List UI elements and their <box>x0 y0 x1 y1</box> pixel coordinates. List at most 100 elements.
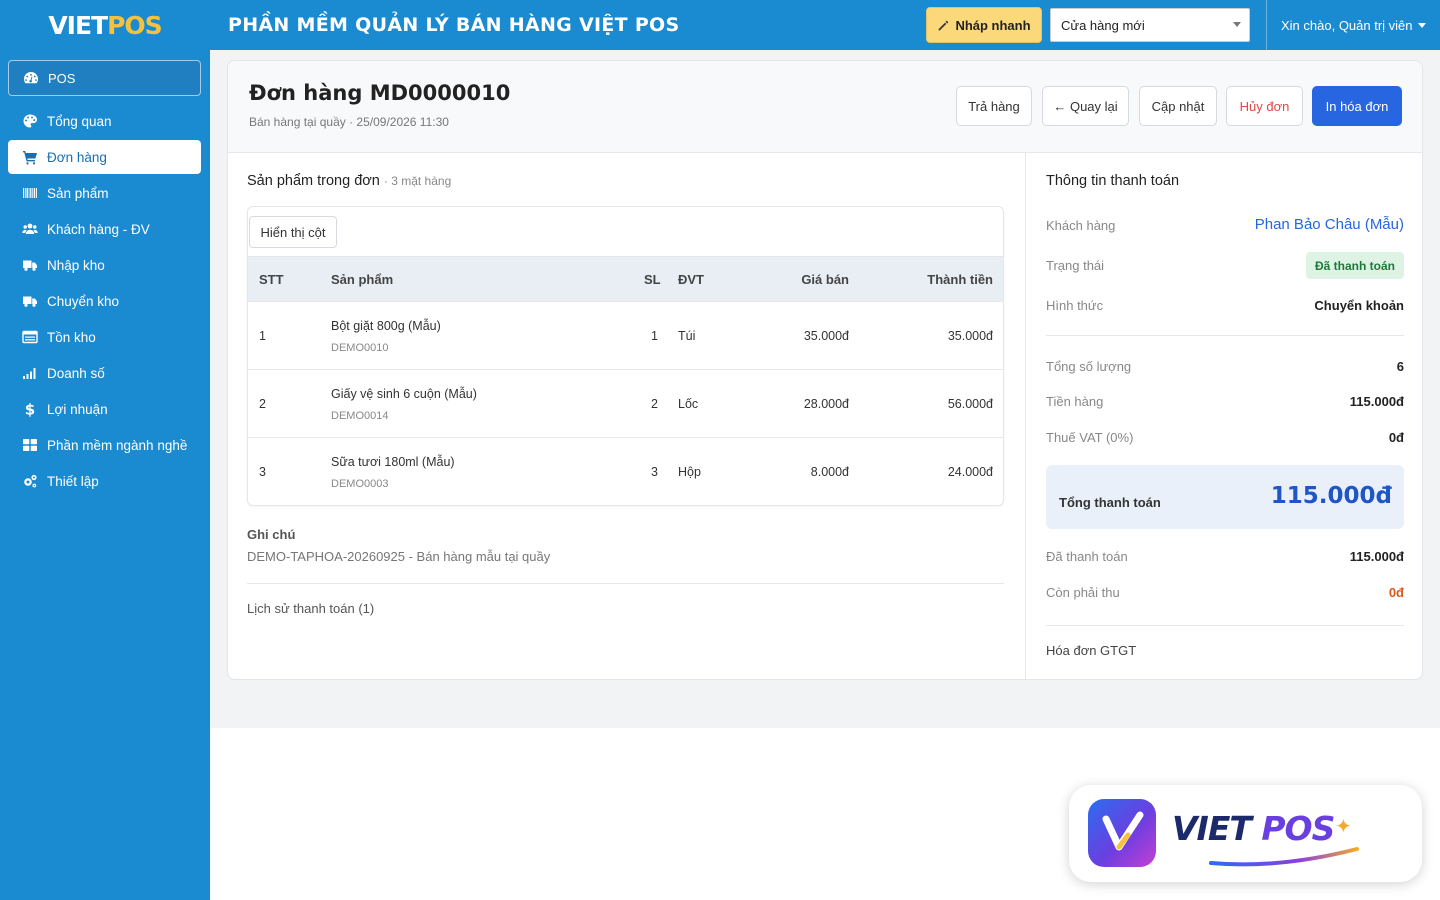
sidebar-item-stock-in[interactable]: Nhập kho <box>8 248 201 282</box>
grand-total-box: Tổng thanh toán 115.000đ <box>1046 465 1404 529</box>
page-title: Đơn hàng MD0000010 <box>249 81 511 105</box>
quick-draft-button[interactable]: Nháp nhanh <box>926 7 1042 43</box>
row-stt: 2 <box>259 397 266 411</box>
products-section: Sản phẩm trong đơn · 3 mặt hàng Hiển thị… <box>228 153 1025 679</box>
status-badge: Đã thanh toán <box>1306 252 1404 279</box>
svg-text:$: $ <box>25 401 35 417</box>
sidebar-item-products[interactable]: Sản phẩm <box>8 176 201 210</box>
vietpos-logo-icon <box>1088 799 1156 867</box>
cancel-order-button[interactable]: Hủy đơn <box>1226 86 1303 126</box>
method-label: Hình thức <box>1046 298 1104 313</box>
signal-icon <box>23 368 36 379</box>
chevron-down-icon <box>1417 22 1426 28</box>
divider <box>1046 335 1404 336</box>
quick-draft-label: Nháp nhanh <box>955 17 1031 33</box>
row-price: 8.000đ <box>810 465 849 479</box>
app-title: PHẦN MỀM QUẢN LÝ BÁN HÀNG VIỆT POS <box>228 14 680 36</box>
truck-icon <box>23 296 37 307</box>
truck-icon <box>23 260 37 271</box>
sidebar-item-label: Khách hàng - ĐV <box>47 221 150 237</box>
column-header-stt: STT <box>259 272 284 287</box>
dashboard-icon <box>24 72 38 84</box>
products-title: Sản phẩm trong đơn <box>247 173 380 189</box>
row-qty: 3 <box>651 465 658 479</box>
barcode-icon <box>23 188 37 198</box>
row-product-code: DEMO0010 <box>331 342 389 354</box>
sidebar-item-transfer[interactable]: Chuyển kho <box>8 284 201 318</box>
paid-label: Đã thanh toán <box>1046 549 1128 564</box>
sidebar-item-label: POS <box>48 70 76 86</box>
sidebar-item-overview[interactable]: Tổng quan <box>8 104 201 138</box>
payment-history-toggle[interactable]: Lịch sử thanh toán (1) <box>247 601 375 616</box>
cart-icon <box>23 151 37 165</box>
row-product-name: Giấy vệ sinh 6 cuộn (Mẫu) <box>331 387 477 401</box>
brand-logo-card: VIET POS ✦ <box>1069 785 1422 882</box>
column-header-qty: SL <box>644 272 661 287</box>
sidebar-item-label: Lợi nhuận <box>47 401 108 417</box>
app-logo[interactable]: VIET POS <box>0 0 210 50</box>
remaining-label: Còn phải thu <box>1046 585 1120 600</box>
row-product-name: Sữa tươi 180ml (Mẫu) <box>331 455 455 469</box>
sidebar-item-settings[interactable]: Thiết lập <box>8 464 201 498</box>
sidebar-item-industry-software[interactable]: Phần mềm ngành nghề <box>8 428 201 462</box>
grand-total-label: Tổng thanh toán <box>1059 495 1161 510</box>
row-qty: 1 <box>651 329 658 343</box>
row-total: 35.000đ <box>947 329 993 343</box>
column-header-total: Thành tiền <box>927 272 993 287</box>
logo-text-pos: POS <box>107 10 163 40</box>
update-button[interactable]: Cập nhật <box>1139 86 1217 126</box>
sidebar-item-label: Phần mềm ngành nghề <box>47 437 188 453</box>
sidebar-item-label: Chuyển kho <box>47 293 120 309</box>
store-select[interactable]: Cửa hàng mới <box>1050 8 1250 42</box>
products-table: Hiển thị cột STT Sản phẩm SL ĐVT Giá bán… <box>247 206 1004 506</box>
row-product-code: DEMO0014 <box>331 410 389 422</box>
sidebar-item-orders[interactable]: Đơn hàng <box>8 140 201 174</box>
print-invoice-button[interactable]: In hóa đơn <box>1312 86 1402 126</box>
grid-icon <box>23 439 37 451</box>
return-button[interactable]: Trả hàng <box>956 86 1032 126</box>
dollar-icon: $ <box>25 401 35 417</box>
row-unit: Lốc <box>678 397 699 411</box>
table-header: STT Sản phẩm SL ĐVT Giá bán Thành tiền <box>248 256 1003 301</box>
store-select-value: Cửa hàng mới <box>1061 17 1145 33</box>
products-section-title: Sản phẩm trong đơn · 3 mặt hàng <box>247 173 451 189</box>
sidebar-item-customers[interactable]: Khách hàng - ĐV <box>8 212 201 246</box>
row-total: 56.000đ <box>947 397 993 411</box>
sidebar-item-inventory[interactable]: Tồn kho <box>8 320 201 354</box>
brand-text-viet: VIET <box>1172 809 1252 848</box>
sidebar-item-label: Nhập kho <box>47 257 105 273</box>
row-stt: 3 <box>259 465 266 479</box>
table-row[interactable]: 3 Sữa tươi 180ml (Mẫu) DEMO0003 3 Hộp 8.… <box>248 437 1003 505</box>
total-qty-value: 6 <box>1396 359 1404 374</box>
paid-value: 115.000đ <box>1349 549 1404 564</box>
user-menu[interactable]: Xin chào, Quản trị viên <box>1281 0 1426 50</box>
total-qty-label: Tổng số lượng <box>1046 359 1132 374</box>
sidebar-item-profit[interactable]: $ Lợi nhuận <box>8 392 201 426</box>
brand-swoosh-icon <box>1209 847 1359 867</box>
top-bar: VIET POS PHẦN MỀM QUẢN LÝ BÁN HÀNG VIỆT P… <box>0 0 1440 50</box>
sidebar-item-pos[interactable]: POS <box>8 60 201 96</box>
table-row[interactable]: 2 Giấy vệ sinh 6 cuộn (Mẫu) DEMO0014 2 L… <box>248 369 1003 437</box>
brand-wordmark: VIET POS <box>1172 809 1335 848</box>
vat-invoice-toggle[interactable]: Hóa đơn GTGT <box>1046 643 1137 658</box>
order-subtitle: Bán hàng tại quầy · 25/09/2026 11:30 <box>249 115 449 129</box>
row-unit: Túi <box>678 329 696 343</box>
show-columns-button[interactable]: Hiển thị cột <box>249 216 337 248</box>
back-button[interactable]: ← Quay lại <box>1042 86 1129 126</box>
note-text: DEMO-TAPHOA-20260925 - Bán hàng mẫu tại … <box>247 549 551 564</box>
sidebar-item-label: Tổng quan <box>47 113 112 129</box>
sidebar-item-sales[interactable]: Doanh số <box>8 356 201 390</box>
row-stt: 1 <box>259 329 266 343</box>
sidebar-item-label: Doanh số <box>47 365 105 381</box>
sidebar: POS Tổng quan Đơn hàng Sản phẩm Khách hà… <box>0 50 210 900</box>
divider <box>247 583 1004 584</box>
order-header: Đơn hàng MD0000010 Bán hàng tại quầy · 2… <box>228 61 1422 153</box>
column-header-product: Sản phẩm <box>331 272 394 287</box>
row-product-code: DEMO0003 <box>331 478 389 490</box>
table-row[interactable]: 1 Bột giặt 800g (Mẫu) DEMO0010 1 Túi 35.… <box>248 301 1003 369</box>
row-price: 28.000đ <box>803 397 849 411</box>
row-unit: Hộp <box>678 465 701 479</box>
note-label: Ghi chú <box>247 527 296 542</box>
customer-link[interactable]: Phan Bảo Châu (Mẫu) <box>1254 216 1404 233</box>
gears-icon <box>24 474 37 488</box>
